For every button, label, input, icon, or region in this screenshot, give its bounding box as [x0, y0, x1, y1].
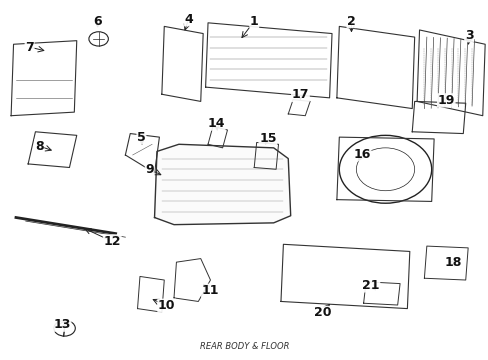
Text: 20: 20 [313, 306, 330, 319]
Text: REAR BODY & FLOOR: REAR BODY & FLOOR [199, 342, 289, 351]
Text: 3: 3 [464, 29, 472, 42]
Text: 5: 5 [137, 131, 145, 144]
Text: 14: 14 [207, 117, 224, 130]
Text: 6: 6 [93, 14, 102, 27]
Text: 21: 21 [362, 279, 379, 292]
Text: 7: 7 [25, 41, 34, 54]
Text: 15: 15 [259, 132, 276, 145]
Text: 11: 11 [202, 284, 219, 297]
Text: 13: 13 [53, 318, 71, 331]
Text: 2: 2 [346, 14, 355, 27]
Text: 1: 1 [249, 14, 258, 27]
Polygon shape [154, 144, 290, 225]
Text: 12: 12 [103, 235, 121, 248]
Text: 16: 16 [353, 148, 370, 161]
Text: 4: 4 [184, 13, 193, 26]
Text: 9: 9 [145, 163, 154, 176]
Text: 8: 8 [35, 140, 43, 153]
Text: 19: 19 [437, 94, 454, 107]
Text: 18: 18 [444, 256, 461, 269]
Text: 17: 17 [291, 89, 308, 102]
Text: 10: 10 [158, 299, 175, 312]
